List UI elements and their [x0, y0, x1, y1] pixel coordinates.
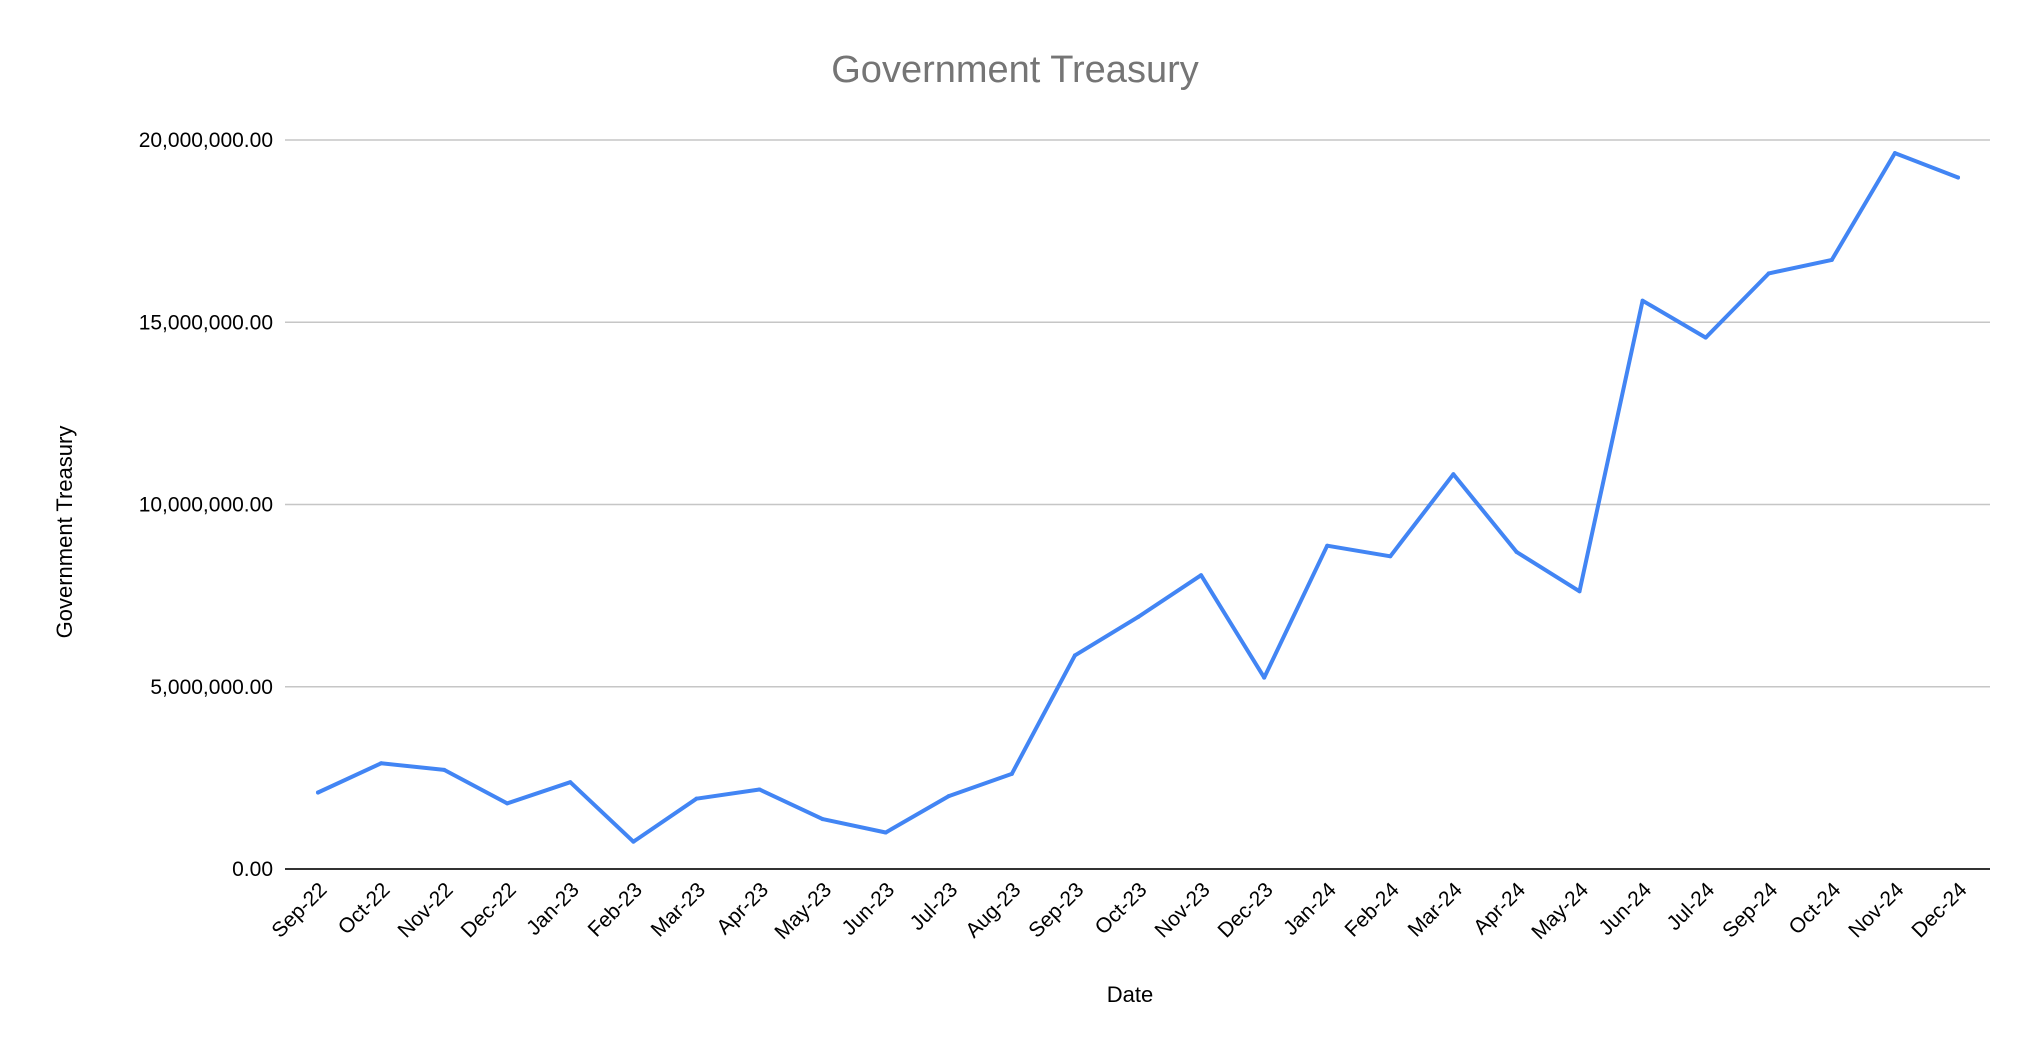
data-point: [442, 767, 447, 772]
data-point: [694, 796, 699, 801]
x-tick-label: Dec-22: [457, 878, 521, 942]
x-tick-label: Sep-22: [267, 878, 331, 942]
data-point: [1072, 653, 1077, 658]
y-axis-title: Government Treasury: [52, 426, 77, 639]
data-point: [1577, 589, 1582, 594]
data-point: [1703, 335, 1708, 340]
data-point: [1766, 271, 1771, 276]
x-tick-label: Apr-24: [1469, 878, 1530, 939]
data-point: [946, 794, 951, 799]
x-tick-label: Feb-23: [584, 878, 647, 941]
x-tick-label: Feb-24: [1341, 878, 1405, 942]
data-point: [1325, 543, 1330, 548]
x-tick-label: Nov-23: [1150, 878, 1214, 942]
x-tick-label: Apr-23: [712, 878, 773, 939]
x-tick-label: May-23: [770, 878, 836, 944]
series-layer: [316, 151, 1960, 844]
y-tick-label: 20,000,000.00: [139, 129, 273, 152]
data-point: [883, 830, 888, 835]
x-tick-label: May-24: [1527, 878, 1593, 944]
data-point: [568, 780, 573, 785]
y-tick-label: 10,000,000.00: [139, 494, 273, 517]
x-tick-label: Mar-24: [1404, 878, 1468, 942]
data-point: [1829, 257, 1834, 262]
chart-title: Government Treasury: [831, 49, 1198, 91]
data-point: [1956, 175, 1960, 180]
x-tick-label: Sep-24: [1718, 878, 1782, 942]
y-tick-label: 15,000,000.00: [139, 311, 273, 334]
data-point: [1451, 472, 1456, 477]
data-point: [316, 790, 320, 795]
data-point: [1262, 675, 1267, 680]
x-tick-label: Jun-24: [1594, 878, 1656, 940]
x-tick-label: Jun-23: [838, 878, 900, 940]
y-axis-ticks: 0.00 5,000,000.00 10,000,000.00 15,000,000.…: [139, 129, 273, 881]
data-point: [820, 817, 825, 822]
data-point: [1009, 771, 1014, 776]
x-tick-label: Jul-23: [906, 878, 963, 935]
data-point: [1199, 573, 1204, 578]
y-tick-label: 5,000,000.00: [150, 676, 273, 699]
data-point: [757, 787, 762, 792]
x-tick-label: Aug-23: [961, 878, 1025, 942]
y-tick-label: 0.00: [232, 858, 273, 881]
series-line: [316, 151, 1960, 844]
x-tick-label: Oct-24: [1785, 878, 1846, 939]
x-tick-label: Sep-23: [1024, 878, 1088, 942]
data-point: [1640, 298, 1645, 303]
x-axis-title: Date: [1107, 982, 1153, 1007]
x-tick-label: Oct-23: [1091, 878, 1152, 939]
x-tick-label: Jan-24: [1279, 878, 1341, 940]
data-point: [1388, 554, 1393, 559]
data-point: [1892, 151, 1897, 156]
data-point: [1136, 615, 1140, 620]
data-point: [631, 839, 636, 844]
x-tick-label: Dec-23: [1214, 878, 1278, 942]
x-tick-label: Oct-22: [334, 878, 395, 939]
data-point: [1514, 549, 1519, 554]
x-tick-label: Dec-24: [1907, 878, 1971, 942]
x-tick-label: Jan-23: [522, 878, 584, 940]
x-tick-label: Nov-22: [394, 878, 458, 942]
x-tick-label: Jul-24: [1663, 878, 1720, 935]
gridlines: [285, 139, 1990, 870]
data-point: [379, 761, 384, 766]
x-tick-label: Nov-24: [1844, 878, 1908, 942]
data-point: [505, 801, 510, 806]
x-tick-label: Mar-23: [647, 878, 710, 941]
